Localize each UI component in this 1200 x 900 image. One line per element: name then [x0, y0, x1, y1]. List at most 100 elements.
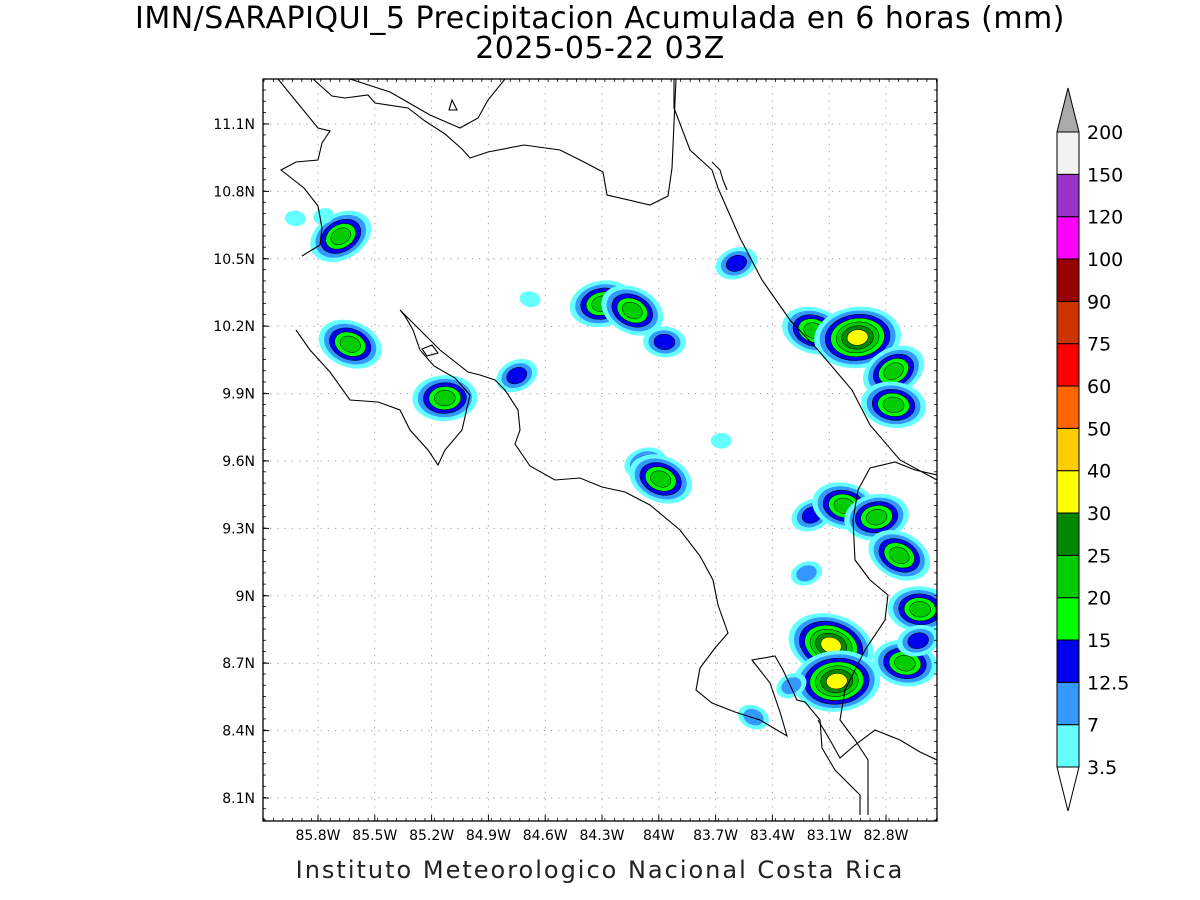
- precip-contour: [434, 390, 456, 407]
- precip-contour: [846, 329, 869, 346]
- colorbar-swatch: [1056, 554, 1080, 599]
- precip-contour: [313, 208, 334, 225]
- colorbar-label: 40: [1087, 461, 1111, 483]
- precip-contour: [725, 254, 747, 272]
- precip-contour: [882, 396, 905, 413]
- colorbar-label: 3.5: [1087, 757, 1117, 779]
- colorbar-label: 12.5: [1087, 672, 1129, 694]
- colorbar-swatch: [1056, 639, 1080, 683]
- lon-tick-label: 84.6W: [523, 828, 568, 844]
- colorbar-swatch: [1056, 258, 1080, 302]
- precip-cell: [790, 561, 823, 586]
- precip-contour: [894, 655, 916, 672]
- pacific-coast-nicoya: [295, 309, 861, 815]
- precip-cell: [642, 326, 686, 358]
- lat-tick-label: 9.9N: [222, 387, 255, 403]
- colorbar-label: 150: [1087, 164, 1123, 186]
- small-island: [448, 98, 458, 111]
- coastline-borders: [277, 79, 937, 815]
- colorbar-swatch: [1056, 427, 1080, 472]
- lake-nicaragua-shore: [312, 79, 677, 206]
- lat-tick-label: 10.5N: [213, 252, 255, 268]
- colorbar-swatch: [1056, 173, 1080, 218]
- colorbar-label: 25: [1087, 545, 1111, 567]
- precip-cell: [738, 704, 769, 730]
- colorbar-legend: 3.5 7 12.5 15 20 25 30 40 50 60 75 90 100 120 150 200: [1056, 87, 1129, 812]
- precip-contour: [796, 565, 817, 582]
- colorbar-swatch: [1056, 681, 1080, 726]
- lon-tick-label: 83.7W: [693, 828, 738, 844]
- precip-contour: [826, 673, 848, 690]
- lat-tick-label: 8.4N: [222, 724, 255, 740]
- colorbar-label: 30: [1087, 503, 1111, 525]
- colorbar-label: 200: [1087, 122, 1123, 144]
- precip-cell: [496, 358, 538, 393]
- lat-tick-label: 11.1N: [213, 117, 255, 133]
- precip-cell: [844, 493, 909, 541]
- colorbar-label: 120: [1087, 207, 1123, 229]
- precip-cell: [710, 432, 732, 449]
- precip-cell: [863, 345, 925, 397]
- precip-cell: [318, 319, 382, 369]
- precip-contour: [883, 362, 904, 380]
- colorbar-swatch: [1056, 343, 1080, 387]
- precip-cell: [313, 208, 334, 225]
- precip-cell: [601, 285, 664, 336]
- lon-tick-label: 85.5W: [352, 828, 397, 844]
- precip-cell: [284, 210, 306, 227]
- precip-cell: [519, 291, 541, 308]
- precip-contour: [889, 546, 910, 565]
- precip-cell: [868, 530, 931, 581]
- precip-contour: [781, 677, 802, 695]
- caribbean-coast: [673, 79, 937, 481]
- lat-tick-label: 10.8N: [213, 184, 255, 200]
- lat-tick-label: 10.2N: [213, 319, 255, 335]
- colorbar-swatch: [1056, 385, 1080, 429]
- colorbar-swatch: [1056, 597, 1080, 641]
- lat-tick-label: 9.3N: [222, 521, 255, 537]
- lon-tick-label: 83.4W: [750, 828, 795, 844]
- lon-tick-label: 84W: [643, 828, 675, 844]
- precip-cell: [412, 375, 478, 422]
- lat-tick-label: 8.7N: [222, 656, 255, 672]
- colorbar-swatch: [1056, 512, 1080, 556]
- precip-cell: [887, 586, 937, 633]
- precip-cell: [814, 306, 901, 369]
- precip-contour: [519, 291, 541, 308]
- map-title: IMN/SARAPIQUI_5 Precipitacion Acumulada …: [135, 1, 1065, 36]
- colorbar-swatch: [1056, 131, 1080, 175]
- precip-contour: [865, 509, 888, 526]
- lon-tick-label: 84.9W: [466, 828, 511, 844]
- burica-peninsula: [817, 719, 937, 761]
- precip-cell: [715, 247, 758, 280]
- nicoya-gulf-islands: [421, 344, 439, 357]
- colorbar-label: 60: [1087, 376, 1111, 398]
- colorbar-swatch: [1056, 216, 1080, 260]
- precip-contour: [622, 301, 643, 320]
- colorbar-label: 50: [1087, 418, 1111, 440]
- map-subtitle-datetime: 2025-05-22 03Z: [475, 31, 725, 66]
- precip-cell: [776, 672, 807, 699]
- colorbar-swatch: [1056, 724, 1080, 768]
- lon-tick-label: 85.8W: [295, 828, 340, 844]
- precip-contour: [907, 632, 929, 649]
- lon-tick-label: 85.2W: [409, 828, 454, 844]
- precip-contour: [506, 367, 528, 385]
- colorbar-label: 7: [1087, 715, 1099, 737]
- precip-cell: [629, 454, 693, 504]
- colorbar-label: 75: [1087, 334, 1111, 356]
- colorbar-swatch: [1056, 470, 1080, 514]
- colorbar-label: 90: [1087, 291, 1111, 313]
- footer-credit: Instituto Meteorologico Nacional Costa R…: [295, 856, 905, 884]
- lon-tick-label: 83.1W: [807, 828, 852, 844]
- panama-border: [839, 461, 937, 815]
- colorbar-label: 20: [1087, 588, 1111, 610]
- plot-frame: [262, 78, 938, 822]
- precip-contour: [909, 601, 931, 618]
- precip-contour: [330, 227, 351, 246]
- precip-cell: [861, 381, 926, 429]
- lake-nicaragua-north: [349, 79, 506, 129]
- lat-tick-label: 9N: [236, 589, 255, 605]
- nicaragua-border: [277, 79, 331, 257]
- lat-tick-label: 8.1N: [222, 791, 255, 807]
